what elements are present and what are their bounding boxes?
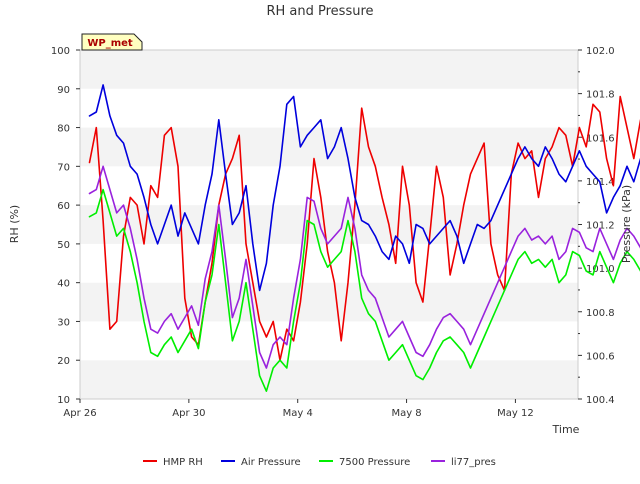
grid-band: [80, 166, 578, 205]
x-tick-label: May 8: [391, 408, 421, 419]
y-tick-label-left: 80: [57, 124, 70, 135]
y-tick-label-right: 100.6: [586, 351, 615, 362]
legend-label: HMP RH: [163, 457, 203, 468]
y-tick-label-right: 101.8: [586, 90, 615, 101]
y-tick-label-left: 90: [57, 85, 70, 96]
x-tick-label: Apr 30: [172, 408, 205, 419]
y-tick-label-left: 40: [57, 279, 70, 290]
grid-band: [80, 50, 578, 89]
station-badge: WP_met: [82, 34, 142, 50]
x-axis-label: Time: [552, 423, 580, 436]
grid-bands: [80, 50, 578, 399]
station-badge-label: WP_met: [87, 38, 133, 49]
y-tick-label-left: 60: [57, 201, 70, 212]
y-tick-label-right: 100.8: [586, 308, 615, 319]
grid-band: [80, 360, 578, 399]
grid-band: [80, 205, 578, 244]
grid-band: [80, 89, 578, 128]
chart-title: RH and Pressure: [266, 4, 373, 19]
y-tick-label-left: 10: [57, 395, 70, 406]
y-tick-label-left: 50: [57, 240, 70, 251]
y-tick-label-left: 100: [51, 46, 70, 57]
legend-label: Air Pressure: [241, 457, 301, 468]
y-tick-label-left: 30: [57, 317, 70, 328]
y-tick-label-right: 101.6: [586, 133, 615, 144]
legend-label: li77_pres: [451, 457, 496, 468]
legend-label: 7500 Pressure: [339, 457, 410, 468]
y-tick-label-right: 102.0: [586, 46, 615, 57]
grid-band: [80, 244, 578, 283]
y-tick-label-left: 20: [57, 356, 70, 367]
grid-band: [80, 128, 578, 167]
x-tick-label: Apr 26: [63, 408, 96, 419]
x-tick-label: May 12: [497, 408, 534, 419]
y-tick-label-right: 100.4: [586, 395, 615, 406]
y-tick-label-left: 70: [57, 162, 70, 173]
x-tick-label: May 4: [283, 408, 313, 419]
y-axis-label-left: RH (%): [8, 205, 21, 243]
y-axis-label-right: Pressure (kPa): [620, 185, 633, 263]
